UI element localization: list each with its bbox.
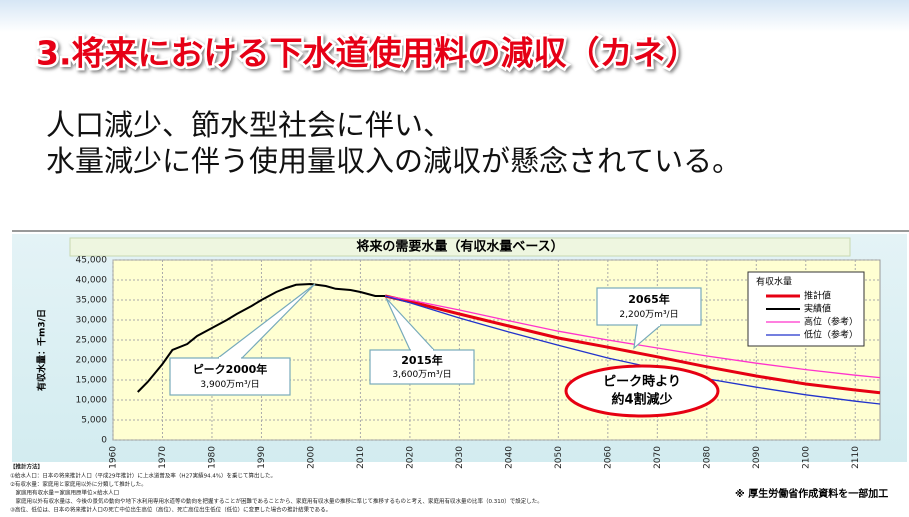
x-tick-label: 2080 xyxy=(702,446,712,469)
x-tick-label: 2070 xyxy=(653,446,663,469)
y-tick-label: 15,000 xyxy=(76,376,108,386)
series-line xyxy=(385,295,881,379)
y-tick-label: 35,000 xyxy=(76,296,108,306)
x-tick-label: 1980 xyxy=(207,446,217,469)
callout-text: 3,600万m³/日 xyxy=(392,369,451,380)
x-tick-label: 2060 xyxy=(603,446,613,469)
x-tick-label: 2110 xyxy=(851,446,861,469)
x-tick-label: 1970 xyxy=(158,446,168,469)
series-line xyxy=(384,295,881,405)
x-tick-label: 2020 xyxy=(405,446,415,469)
y-tick-label: 25,000 xyxy=(76,336,108,346)
y-tick-label: 0 xyxy=(101,436,107,446)
callout-title: 2015年 xyxy=(401,353,443,367)
note-line: 家庭用以外有収水量は、今後の景気の動向や地下水利用専用水道等の動向を把握すること… xyxy=(10,497,543,505)
x-tick-label: 2050 xyxy=(554,446,564,469)
chart-title: 将来の需要水量（有収水量ベース） xyxy=(356,239,563,255)
callout-title: 2065年 xyxy=(628,292,670,306)
legend-label: 低位（参考） xyxy=(804,329,858,341)
x-tick-label: 2000 xyxy=(306,446,316,469)
x-tick-label: 2100 xyxy=(801,446,811,469)
callout-text: 3,900万m³/日 xyxy=(200,379,259,390)
y-axis-label: 有収水量：千m3/日 xyxy=(36,309,48,391)
note-line: ③高位、低位は、日本の将来推計人口の死亡中位出生高位（高位）、死亡高位出生低位（… xyxy=(10,506,331,514)
callout-box xyxy=(596,287,702,326)
callout-title: ピーク2000年 xyxy=(193,362,268,376)
x-tick-label: 2030 xyxy=(455,446,465,469)
y-tick-label: 10,000 xyxy=(76,396,108,406)
highlight-text: 約4割減少 xyxy=(611,392,672,408)
x-tick-label: 2010 xyxy=(356,446,366,469)
chart-title-band xyxy=(69,237,851,257)
series-line xyxy=(384,294,881,395)
y-tick-label: 5,000 xyxy=(81,416,107,426)
callout-box xyxy=(369,349,475,385)
x-tick-label: 1960 xyxy=(109,446,119,469)
x-tick-label: 1990 xyxy=(257,446,267,469)
x-tick-label: 2090 xyxy=(752,446,762,469)
legend-label: 推計値 xyxy=(804,290,831,302)
y-tick-label: 45,000 xyxy=(76,256,108,266)
source: ※ 厚生労働省作成資料を一部加工 xyxy=(735,487,888,500)
header-band xyxy=(0,0,909,32)
note-line: ①給水人口：日本の将来推計人口（平成29年推計）に上水道普及率（H27実績94.… xyxy=(10,472,276,480)
y-tick-label: 30,000 xyxy=(76,316,108,326)
x-tick-label: 2040 xyxy=(504,446,514,469)
note-line: 家庭用有収水量＝家庭用原単位×給水人口 xyxy=(10,489,119,497)
legend-label: 高位（参考） xyxy=(804,316,858,328)
y-tick-label: 40,000 xyxy=(76,276,108,286)
callout-box xyxy=(169,357,291,396)
highlight-text: ピーク時より xyxy=(603,374,681,390)
subtitle-line: 水量減少に伴う使用量収入の減収が懸念されている。 xyxy=(46,144,741,178)
y-tick-label: 20,000 xyxy=(76,356,108,366)
notes-heading: 【推計方法】 xyxy=(10,463,43,471)
slide-title: 3.将来における下水道使用料の減収（カネ） xyxy=(36,34,699,73)
legend-label: 実績値 xyxy=(804,303,831,315)
note-line: ②有収水量：家庭用と家庭用以外に分類して推計した。 xyxy=(10,480,147,488)
callout-text: 2,200万m³/日 xyxy=(619,309,678,320)
series-line xyxy=(137,282,386,393)
legend-title: 有収水量 xyxy=(756,276,792,288)
highlight-oval xyxy=(564,364,720,418)
subtitle-line: 人口減少、節水型社会に伴い、 xyxy=(46,108,452,142)
